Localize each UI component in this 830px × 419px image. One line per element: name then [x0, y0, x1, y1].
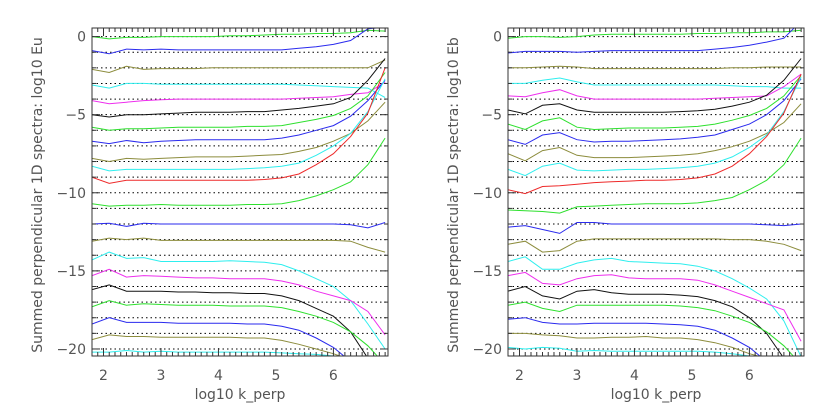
series-line-19 [508, 332, 760, 356]
series-line-16 [508, 285, 783, 356]
y-tick-label: −15 [472, 264, 502, 280]
y-tick-label: 0 [77, 30, 86, 46]
panel-eb-xlabel: log10 k_perp [611, 387, 702, 403]
series-line-12 [508, 222, 802, 234]
series-line-4 [92, 81, 386, 105]
x-tick-label: 4 [214, 368, 223, 384]
y-tick-label: −20 [472, 342, 502, 358]
y-tick-label: −20 [56, 342, 86, 358]
series-line-15 [508, 271, 802, 342]
series-line-11 [508, 137, 802, 214]
series-line-3 [508, 77, 802, 89]
plot-frame [91, 27, 389, 357]
series-line-20 [92, 349, 336, 356]
series-line-5 [92, 58, 386, 118]
x-tick-label: 6 [329, 368, 338, 384]
x-tick-label: 3 [573, 368, 582, 384]
series-line-18 [508, 317, 761, 356]
panel-eu: Summed perpendicular 1D spectra: log10 E… [30, 27, 389, 403]
plot-frame [507, 27, 805, 357]
series-line-18 [92, 317, 345, 356]
x-tick-label: 5 [687, 368, 696, 384]
series-line-8 [508, 103, 802, 162]
series-line-8 [92, 101, 386, 163]
series-line-4 [508, 73, 802, 100]
y-tick-label: −5 [481, 108, 502, 124]
series-line-0 [508, 29, 802, 39]
series-line-1 [92, 28, 382, 55]
x-tick-label: 4 [630, 368, 639, 384]
x-tick-label: 3 [157, 368, 166, 384]
series-line-5 [508, 58, 802, 115]
y-tick-label: −15 [56, 264, 86, 280]
x-tick-label: 2 [99, 368, 108, 384]
panel-eb: Summed perpendicular 1D spectra: log10 E… [446, 27, 805, 403]
series-line-12 [92, 222, 386, 229]
panel-eu-ylabel: Summed perpendicular 1D spectra: log10 E… [30, 37, 46, 353]
series-line-10 [92, 67, 386, 184]
series-line-13 [508, 238, 802, 253]
series-line-9 [92, 78, 386, 172]
series-line-10 [508, 73, 802, 195]
series-line-17 [508, 301, 794, 356]
series-line-2 [508, 65, 802, 70]
series-line-17 [92, 300, 378, 356]
x-tick-label: 2 [515, 368, 524, 384]
series-line-6 [92, 72, 386, 131]
series-line-2 [92, 59, 386, 74]
series-line-0 [92, 29, 386, 40]
series-line-6 [508, 75, 802, 131]
panel-eu-xlabel: log10 k_perp [195, 387, 286, 403]
series-line-15 [92, 268, 386, 336]
series-line-14 [92, 251, 386, 350]
series-line-16 [92, 284, 367, 356]
y-tick-label: −10 [56, 186, 86, 202]
series-line-7 [508, 78, 802, 145]
series-line-20 [508, 346, 752, 356]
series-line-11 [92, 137, 386, 207]
series-line-13 [92, 237, 386, 253]
y-tick-label: −5 [65, 108, 86, 124]
series-line-3 [92, 82, 386, 98]
x-tick-label: 6 [745, 368, 754, 384]
series-line-7 [92, 79, 386, 145]
y-tick-label: 0 [493, 30, 502, 46]
series-line-14 [508, 256, 802, 356]
panel-eb-ylabel: Summed perpendicular 1D spectra: log10 E… [446, 37, 462, 353]
series-line-1 [508, 28, 795, 54]
series-line-9 [508, 76, 802, 177]
y-tick-label: −10 [472, 186, 502, 202]
series-line-19 [92, 334, 342, 356]
x-tick-label: 5 [271, 368, 280, 384]
